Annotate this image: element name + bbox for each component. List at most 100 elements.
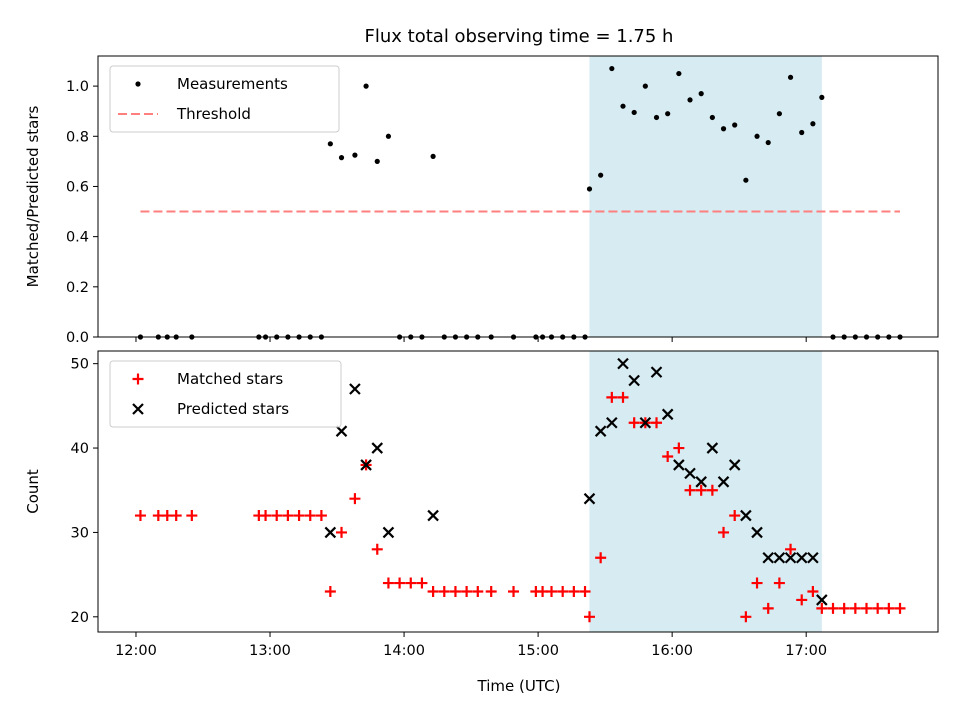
- data-point: [773, 551, 786, 564]
- legend-marker: [132, 403, 144, 415]
- data-point: [810, 121, 816, 127]
- data-point: [642, 83, 648, 89]
- data-point: [628, 374, 640, 387]
- data-point: [729, 510, 741, 522]
- data-point: [557, 585, 569, 597]
- data-point: [427, 585, 439, 597]
- x-tick-label: 17:00: [785, 643, 827, 659]
- legend-box: [109, 65, 340, 133]
- bottom-panel: 20 30 40 50 12:00 13:00 14:00 15:00 16:00 17:00 Co…: [24, 350, 939, 659]
- data-point: [751, 526, 763, 539]
- data-point: [807, 585, 819, 597]
- data-point: [568, 585, 580, 597]
- legend-box: [109, 360, 342, 428]
- data-point: [472, 585, 484, 597]
- legend-marker: [135, 81, 141, 87]
- y-tick-label: 0.0: [66, 330, 89, 346]
- data-point: [849, 602, 861, 614]
- data-point: [662, 450, 674, 462]
- data-point: [676, 70, 682, 77]
- data-point: [598, 172, 604, 178]
- data-point: [687, 97, 693, 103]
- data-point: [595, 552, 607, 564]
- data-point: [449, 585, 461, 597]
- x-tick-label: 16:00: [651, 643, 693, 659]
- data-point: [728, 459, 741, 471]
- data-point: [762, 551, 774, 564]
- data-point: [695, 484, 707, 496]
- data-point: [653, 114, 660, 121]
- data-point: [363, 83, 369, 89]
- series-predicted-stars: [324, 357, 828, 606]
- y-tick-label: 50: [71, 357, 89, 373]
- data-point: [673, 442, 685, 454]
- data-point: [706, 484, 718, 496]
- data-point: [304, 510, 316, 522]
- shaded-band: [589, 56, 822, 337]
- legend-marker: [132, 373, 144, 385]
- data-point: [583, 492, 596, 505]
- data-point: [606, 391, 618, 403]
- data-point: [861, 602, 873, 614]
- y-tick-label: 0.6: [66, 179, 89, 195]
- data-point: [799, 129, 805, 136]
- data-point: [260, 510, 272, 522]
- data-point: [620, 103, 626, 109]
- data-point: [271, 510, 283, 522]
- data-point: [650, 366, 663, 378]
- data-point: [282, 510, 294, 522]
- legend-label: Measurements: [177, 75, 288, 93]
- data-point: [134, 510, 146, 522]
- data-point: [787, 74, 794, 80]
- y-tick-label: 0.4: [66, 230, 89, 246]
- data-point: [371, 442, 384, 454]
- series-matched-stars: [134, 391, 906, 623]
- data-point: [720, 126, 727, 132]
- data-point: [827, 602, 839, 614]
- data-point: [651, 417, 663, 429]
- data-point: [416, 577, 428, 589]
- legend-label: Predicted stars: [177, 400, 289, 418]
- data-point: [617, 357, 629, 370]
- data-point: [609, 65, 615, 72]
- data-point: [718, 526, 730, 538]
- data-point: [405, 577, 417, 589]
- data-point: [336, 526, 348, 538]
- data-point: [765, 139, 771, 146]
- x-tick-label: 13:00: [249, 643, 291, 659]
- top-panel: 0.0 0.2 0.4 0.6 0.8 1.0 Matched/Predicted star…: [24, 55, 939, 346]
- data-point: [743, 177, 749, 183]
- chart-title: Flux total observing time = 1.75 h: [365, 26, 674, 47]
- data-point: [698, 91, 704, 97]
- data-point: [819, 94, 825, 100]
- data-point: [617, 391, 629, 403]
- data-point: [796, 594, 808, 606]
- y-axis-label: Count: [24, 469, 42, 514]
- legend-label: Threshold: [176, 105, 251, 123]
- data-point: [594, 425, 607, 437]
- data-point: [838, 602, 850, 614]
- data-point: [639, 416, 652, 429]
- y-tick-label: 1.0: [66, 79, 89, 95]
- data-point: [754, 133, 760, 139]
- data-point: [816, 594, 828, 606]
- data-point: [631, 109, 637, 116]
- data-point: [583, 611, 595, 623]
- data-point: [762, 602, 774, 614]
- data-point: [427, 509, 439, 522]
- y-tick-label: 0.8: [66, 129, 89, 145]
- data-point: [740, 509, 752, 522]
- data-point: [684, 467, 696, 480]
- data-point: [371, 543, 383, 555]
- data-point: [773, 577, 785, 589]
- y-axis-label: Matched/Predicted stars: [24, 106, 42, 288]
- data-point: [606, 416, 618, 429]
- data-point: [894, 602, 906, 614]
- data-point: [628, 417, 640, 429]
- data-point: [315, 510, 327, 522]
- data-point: [661, 408, 674, 421]
- data-point: [717, 476, 730, 488]
- data-point: [374, 158, 380, 164]
- y-tick-label: 30: [71, 525, 89, 541]
- data-point: [673, 459, 685, 471]
